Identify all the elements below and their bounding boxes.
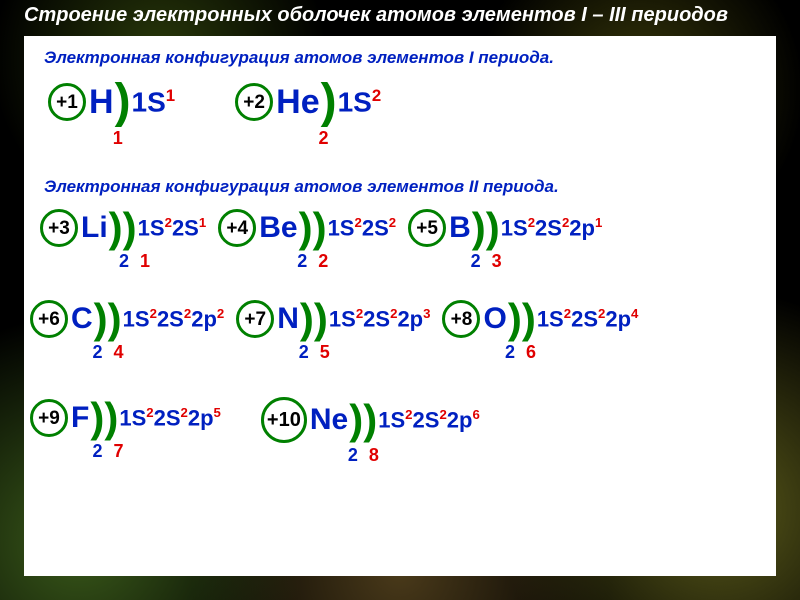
nucleus-charge: +5 [408, 209, 446, 247]
nucleus-charge: +6 [30, 300, 68, 338]
main-title: Строение электронных оболочек атомов эле… [24, 4, 776, 27]
element-H: +1H)1S11 [48, 78, 175, 149]
shell-electron-counts: 2 3 [408, 249, 505, 272]
shell-paren: ) [115, 78, 131, 126]
electron-config: 1S1 [131, 88, 176, 116]
period2-row-1: +3Li))1S22S12 1+4Be))1S22S22 2+5B))1S22S… [24, 203, 776, 276]
shell-paren: ) [486, 207, 500, 249]
element-symbol: C [68, 304, 94, 334]
shell-electron-counts: 2 4 [30, 340, 127, 363]
element-B: +5B))1S22S22p12 3 [408, 207, 602, 272]
electron-config: 1S22S22p3 [328, 307, 431, 330]
nucleus-charge: +4 [218, 209, 256, 247]
period2-row-3: +9F))1S22S22p52 7+10Ne))1S22S22p62 8 [24, 367, 776, 470]
shell-paren: ) [522, 298, 536, 340]
shell-electron-counts: 2 [235, 126, 331, 149]
shell-electron-counts: 2 6 [442, 340, 539, 363]
nucleus-charge: +3 [40, 209, 78, 247]
element-symbol: H [86, 85, 115, 119]
element-symbol: Li [78, 213, 109, 243]
shell-electron-counts: 2 2 [218, 249, 331, 272]
element-Li: +3Li))1S22S12 1 [40, 207, 206, 272]
electron-config: 1S22S22p4 [536, 307, 639, 330]
shell-paren: ) [299, 207, 313, 249]
element-Be: +4Be))1S22S22 2 [218, 207, 396, 272]
shell-paren: ) [300, 298, 314, 340]
element-symbol: Ne [307, 405, 349, 435]
shell-paren: ) [321, 78, 337, 126]
period2-heading: Электронная конфигурация атомов элементо… [24, 153, 776, 203]
shell-paren: ) [109, 207, 123, 249]
nucleus-charge: +8 [442, 300, 480, 338]
period1-row: +1H)1S11+2He)1S22 [24, 74, 776, 153]
period1-heading: Электронная конфигурация атомов элементо… [24, 36, 776, 74]
shell-paren: ) [104, 397, 118, 439]
content-panel: Электронная конфигурация атомов элементо… [24, 36, 776, 576]
shell-paren: ) [313, 207, 327, 249]
nucleus-charge: +9 [30, 399, 68, 437]
shell-electron-counts: 2 8 [261, 443, 382, 466]
shell-paren: ) [508, 298, 522, 340]
shell-paren: ) [472, 207, 486, 249]
shell-paren: ) [94, 298, 108, 340]
element-He: +2He)1S2 2 [235, 78, 381, 149]
electron-config: 1S22S22p2 [122, 307, 225, 330]
element-O: +8O))1S22S22p42 6 [442, 298, 638, 363]
electron-config: 1S22S1 [137, 216, 207, 239]
shell-electron-counts: 2 7 [30, 439, 127, 462]
nucleus-charge: +1 [48, 83, 86, 121]
shell-electron-counts: 1 [48, 126, 126, 149]
element-Ne: +10Ne))1S22S22p62 8 [261, 397, 480, 466]
electron-config: 1S2 [337, 88, 382, 116]
shell-paren: ) [108, 298, 122, 340]
shell-paren: ) [349, 399, 363, 441]
electron-config: 1S22S22p6 [377, 408, 480, 431]
element-N: +7N))1S22S22p32 5 [236, 298, 430, 363]
element-symbol: Be [256, 213, 298, 243]
element-symbol: O [480, 304, 507, 334]
element-symbol: B [446, 213, 472, 243]
nucleus-charge: +7 [236, 300, 274, 338]
shell-paren: ) [90, 397, 104, 439]
electron-config: 1S22S22p1 [500, 216, 603, 239]
element-symbol: F [68, 403, 90, 433]
shell-paren: ) [123, 207, 137, 249]
nucleus-charge: +2 [235, 83, 273, 121]
element-symbol: He [273, 85, 320, 119]
element-F: +9F))1S22S22p52 7 [30, 397, 221, 462]
shell-electron-counts: 2 1 [40, 249, 153, 272]
period2-row-2: +6C))1S22S22p22 4+7N))1S22S22p32 5+8O))1… [24, 276, 776, 367]
electron-config: 1S22S22p5 [118, 406, 221, 429]
element-C: +6C))1S22S22p22 4 [30, 298, 224, 363]
element-symbol: N [274, 304, 300, 334]
shell-paren: ) [314, 298, 328, 340]
shell-paren: ) [363, 399, 377, 441]
nucleus-charge: +10 [261, 397, 307, 443]
shell-electron-counts: 2 5 [236, 340, 333, 363]
electron-config: 1S22S2 [327, 216, 397, 239]
